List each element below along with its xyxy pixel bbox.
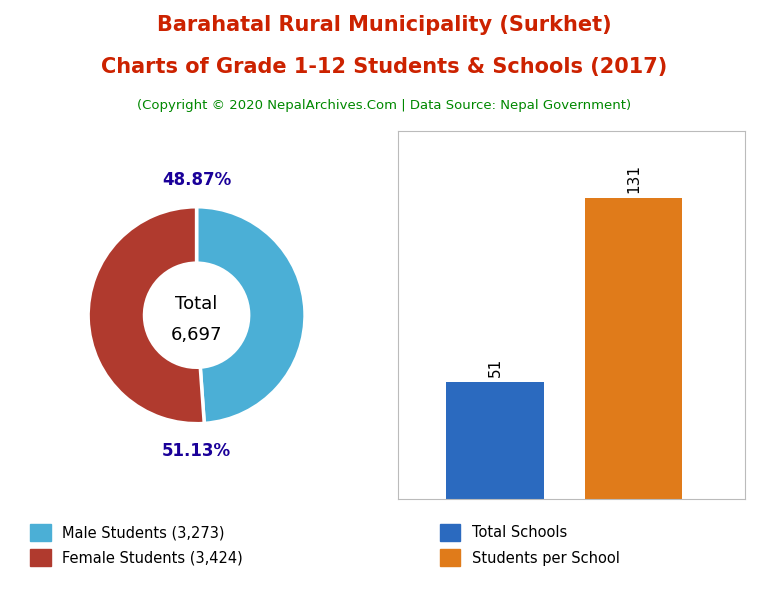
Text: 48.87%: 48.87%: [162, 171, 231, 189]
Text: Total: Total: [175, 296, 218, 313]
Text: Barahatal Rural Municipality (Surkhet): Barahatal Rural Municipality (Surkhet): [157, 15, 611, 35]
Wedge shape: [88, 207, 204, 424]
Text: (Copyright © 2020 NepalArchives.Com | Data Source: Nepal Government): (Copyright © 2020 NepalArchives.Com | Da…: [137, 99, 631, 112]
Legend: Male Students (3,273), Female Students (3,424): Male Students (3,273), Female Students (…: [30, 524, 243, 567]
Text: 6,697: 6,697: [170, 326, 222, 344]
Text: Charts of Grade 1-12 Students & Schools (2017): Charts of Grade 1-12 Students & Schools …: [101, 57, 667, 77]
Bar: [585, 198, 683, 499]
Wedge shape: [197, 207, 305, 423]
Text: 51.13%: 51.13%: [162, 442, 231, 460]
Bar: [446, 382, 544, 499]
Legend: Total Schools, Students per School: Total Schools, Students per School: [440, 524, 620, 567]
Text: 51: 51: [488, 358, 502, 377]
Text: 131: 131: [627, 164, 641, 193]
